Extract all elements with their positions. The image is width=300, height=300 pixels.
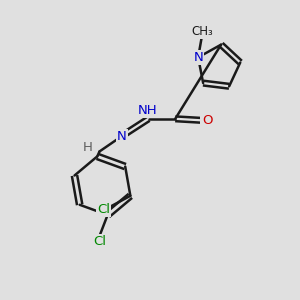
Text: Cl: Cl — [97, 203, 110, 216]
Text: H: H — [83, 141, 93, 154]
Text: CH₃: CH₃ — [191, 25, 213, 38]
Text: O: O — [202, 114, 212, 127]
Text: N: N — [117, 130, 127, 143]
Text: Cl: Cl — [94, 235, 107, 248]
Text: NH: NH — [138, 104, 158, 117]
Text: N: N — [193, 51, 203, 64]
